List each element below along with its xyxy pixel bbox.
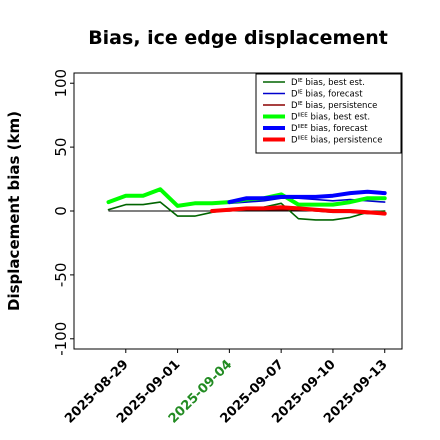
legend-entry: DIE bias, forecast: [291, 90, 363, 100]
y-tick-label: 0: [52, 206, 70, 216]
y-axis-label: Displacement bias (km): [5, 111, 23, 311]
legend-entry: DIIEE bias, forecast: [291, 124, 368, 134]
y-tick-label: -50: [52, 263, 70, 288]
legend-entry: DIE bias, persistence: [291, 101, 377, 111]
plot-area: -100-500501002025-08-292025-09-012025-09…: [52, 69, 403, 427]
y-tick-label: -100: [52, 322, 70, 356]
legend-entry: DIIEE bias, best est.: [291, 113, 370, 123]
chart-title: Bias, ice edge displacement: [88, 27, 388, 49]
series-line-6: [210, 205, 387, 216]
y-tick-label: 100: [52, 69, 70, 98]
series-line-5: [227, 189, 387, 205]
legend-entry: DIIEE bias, persistence: [291, 136, 382, 146]
y-tick-label: 50: [52, 138, 70, 157]
legend-entry: DIE bias, best est.: [291, 78, 365, 88]
